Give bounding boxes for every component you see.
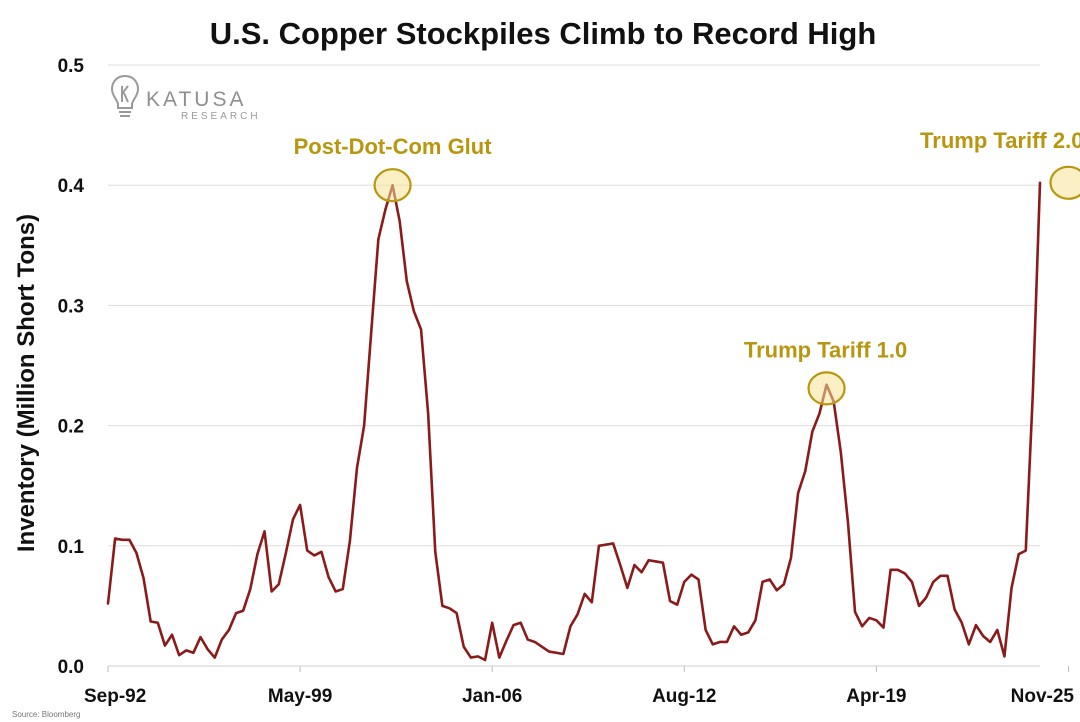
annotation-label: Post-Dot-Com Glut xyxy=(294,134,493,159)
chart-title: U.S. Copper Stockpiles Climb to Record H… xyxy=(210,16,877,51)
x-axis-ticks: Sep-92 May-99 Jan-06 Aug-12 Apr-19 Nov-25 xyxy=(84,666,1074,707)
y-tick-label: 0.1 xyxy=(58,537,85,558)
x-tick-label: Sep-92 xyxy=(84,686,146,707)
logo-name: KATUSA xyxy=(146,88,246,111)
y-axis-label: Inventory (Million Short Tons) xyxy=(13,214,40,552)
logo-subtitle: RESEARCH xyxy=(181,111,261,122)
x-tick-label: Nov-25 xyxy=(1011,686,1075,707)
annotation-label: Trump Tariff 2.0 xyxy=(920,128,1080,153)
gridlines xyxy=(108,64,1040,667)
katusa-logo: KATUSA RESEARCH xyxy=(110,74,261,122)
annotation-label: Trump Tariff 1.0 xyxy=(744,337,907,362)
x-tick-label: Aug-12 xyxy=(652,686,716,707)
y-tick-label: 0.0 xyxy=(58,657,84,678)
annotation-highlight-circle xyxy=(1049,165,1080,200)
series-line-copper-inventory xyxy=(106,181,1042,662)
y-tick-label: 0.5 xyxy=(58,56,85,77)
x-tick-label: May-99 xyxy=(268,686,332,707)
annotations-group: Post-Dot-Com Glut Trump Tariff 1.0 Trump T… xyxy=(294,128,1080,406)
lightbulb-icon xyxy=(110,74,140,117)
y-tick-label: 0.4 xyxy=(58,176,85,197)
annotation-highlight-circle xyxy=(373,168,412,203)
x-tick-label: Apr-19 xyxy=(846,686,906,707)
x-tick-label: Jan-06 xyxy=(462,686,522,707)
y-tick-label: 0.3 xyxy=(58,296,84,317)
y-axis-ticks: 0.0 0.1 0.2 0.3 0.4 0.5 xyxy=(58,56,85,678)
annotation-highlight-circle xyxy=(807,371,846,406)
series-group xyxy=(106,181,1042,662)
y-tick-label: 0.2 xyxy=(58,417,84,438)
source-note: Source: Bloomberg xyxy=(12,710,80,719)
